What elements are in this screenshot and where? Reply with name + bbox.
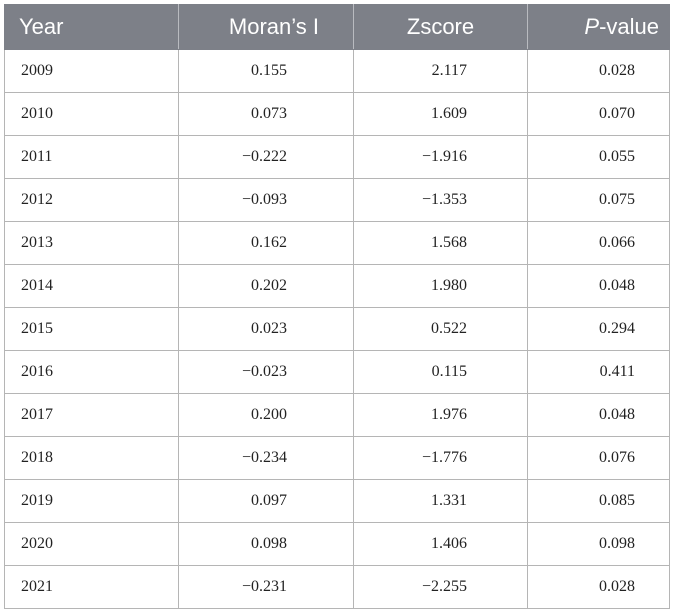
morans-i-cell: 0.162 bbox=[178, 221, 354, 265]
morans-i-table-container: Year Moran’s I Zscore P-value 2009 0.155 2… bbox=[4, 4, 670, 609]
p-value-cell: 0.075 bbox=[527, 178, 670, 222]
p-value-cell: 0.028 bbox=[527, 565, 670, 609]
table-header: Year Moran’s I Zscore P-value bbox=[4, 4, 670, 50]
morans-i-cell: 0.098 bbox=[178, 522, 354, 566]
morans-i-cell: 0.155 bbox=[178, 49, 354, 93]
p-value-cell: 0.098 bbox=[527, 522, 670, 566]
morans-i-cell: −0.023 bbox=[178, 350, 354, 394]
table-row: 2013 0.162 1.568 0.066 bbox=[4, 221, 670, 265]
zscore-cell: 2.117 bbox=[353, 49, 528, 93]
p-value-cell: 0.048 bbox=[527, 393, 670, 437]
header-morans-i: Moran’s I bbox=[178, 4, 354, 50]
year-cell: 2019 bbox=[4, 479, 179, 523]
header-zscore: Zscore bbox=[353, 4, 528, 50]
header-p-value: P-value bbox=[527, 4, 670, 50]
p-value-cell: 0.055 bbox=[527, 135, 670, 179]
year-cell: 2015 bbox=[4, 307, 179, 351]
table-row: 2011 −0.222 −1.916 0.055 bbox=[4, 135, 670, 179]
p-value-cell: 0.411 bbox=[527, 350, 670, 394]
p-value-cell: 0.028 bbox=[527, 49, 670, 93]
p-value-cell: 0.066 bbox=[527, 221, 670, 265]
year-cell: 2021 bbox=[4, 565, 179, 609]
zscore-cell: −1.916 bbox=[353, 135, 528, 179]
zscore-cell: 1.568 bbox=[353, 221, 528, 265]
zscore-cell: 1.331 bbox=[353, 479, 528, 523]
morans-i-cell: −0.234 bbox=[178, 436, 354, 480]
p-value-cell: 0.048 bbox=[527, 264, 670, 308]
zscore-cell: 0.115 bbox=[353, 350, 528, 394]
morans-i-cell: 0.073 bbox=[178, 92, 354, 136]
zscore-cell: 1.406 bbox=[353, 522, 528, 566]
table-row: 2018 −0.234 −1.776 0.076 bbox=[4, 436, 670, 480]
morans-i-cell: −0.222 bbox=[178, 135, 354, 179]
table-row: 2020 0.098 1.406 0.098 bbox=[4, 522, 670, 566]
year-cell: 2020 bbox=[4, 522, 179, 566]
header-p-letter: P bbox=[584, 14, 600, 39]
year-cell: 2009 bbox=[4, 49, 179, 93]
header-p-suffix: -value bbox=[599, 14, 659, 39]
year-cell: 2014 bbox=[4, 264, 179, 308]
table-row: 2016 −0.023 0.115 0.411 bbox=[4, 350, 670, 394]
p-value-cell: 0.085 bbox=[527, 479, 670, 523]
zscore-cell: 1.976 bbox=[353, 393, 528, 437]
year-cell: 2018 bbox=[4, 436, 179, 480]
morans-i-cell: −0.231 bbox=[178, 565, 354, 609]
p-value-cell: 0.294 bbox=[527, 307, 670, 351]
morans-i-cell: 0.097 bbox=[178, 479, 354, 523]
p-value-cell: 0.070 bbox=[527, 92, 670, 136]
zscore-cell: 0.522 bbox=[353, 307, 528, 351]
table-row: 2009 0.155 2.117 0.028 bbox=[4, 49, 670, 93]
year-cell: 2013 bbox=[4, 221, 179, 265]
p-value-cell: 0.076 bbox=[527, 436, 670, 480]
table-row: 2010 0.073 1.609 0.070 bbox=[4, 92, 670, 136]
year-cell: 2017 bbox=[4, 393, 179, 437]
zscore-cell: −1.776 bbox=[353, 436, 528, 480]
header-year: Year bbox=[4, 4, 179, 50]
year-cell: 2011 bbox=[4, 135, 179, 179]
header-row: Year Moran’s I Zscore P-value bbox=[4, 4, 670, 50]
morans-i-cell: 0.202 bbox=[178, 264, 354, 308]
table-body: 2009 0.155 2.117 0.028 2010 0.073 1.609 0.070 20… bbox=[4, 49, 670, 609]
zscore-cell: −1.353 bbox=[353, 178, 528, 222]
table-row: 2021 −0.231 −2.255 0.028 bbox=[4, 565, 670, 609]
morans-i-cell: 0.023 bbox=[178, 307, 354, 351]
table-row: 2015 0.023 0.522 0.294 bbox=[4, 307, 670, 351]
morans-i-cell: −0.093 bbox=[178, 178, 354, 222]
table-row: 2012 −0.093 −1.353 0.075 bbox=[4, 178, 670, 222]
morans-i-table: Year Moran’s I Zscore P-value 2009 0.155 2… bbox=[4, 4, 670, 609]
zscore-cell: 1.980 bbox=[353, 264, 528, 308]
zscore-cell: 1.609 bbox=[353, 92, 528, 136]
table-row: 2017 0.200 1.976 0.048 bbox=[4, 393, 670, 437]
table-row: 2014 0.202 1.980 0.048 bbox=[4, 264, 670, 308]
zscore-cell: −2.255 bbox=[353, 565, 528, 609]
year-cell: 2012 bbox=[4, 178, 179, 222]
year-cell: 2010 bbox=[4, 92, 179, 136]
year-cell: 2016 bbox=[4, 350, 179, 394]
table-row: 2019 0.097 1.331 0.085 bbox=[4, 479, 670, 523]
morans-i-cell: 0.200 bbox=[178, 393, 354, 437]
